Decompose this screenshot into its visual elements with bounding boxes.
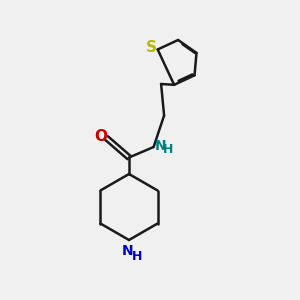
Text: N: N <box>122 244 133 258</box>
Text: H: H <box>132 250 142 263</box>
Text: N: N <box>155 139 167 152</box>
Text: S: S <box>146 40 157 56</box>
Text: H: H <box>163 143 173 156</box>
Text: O: O <box>94 129 108 144</box>
